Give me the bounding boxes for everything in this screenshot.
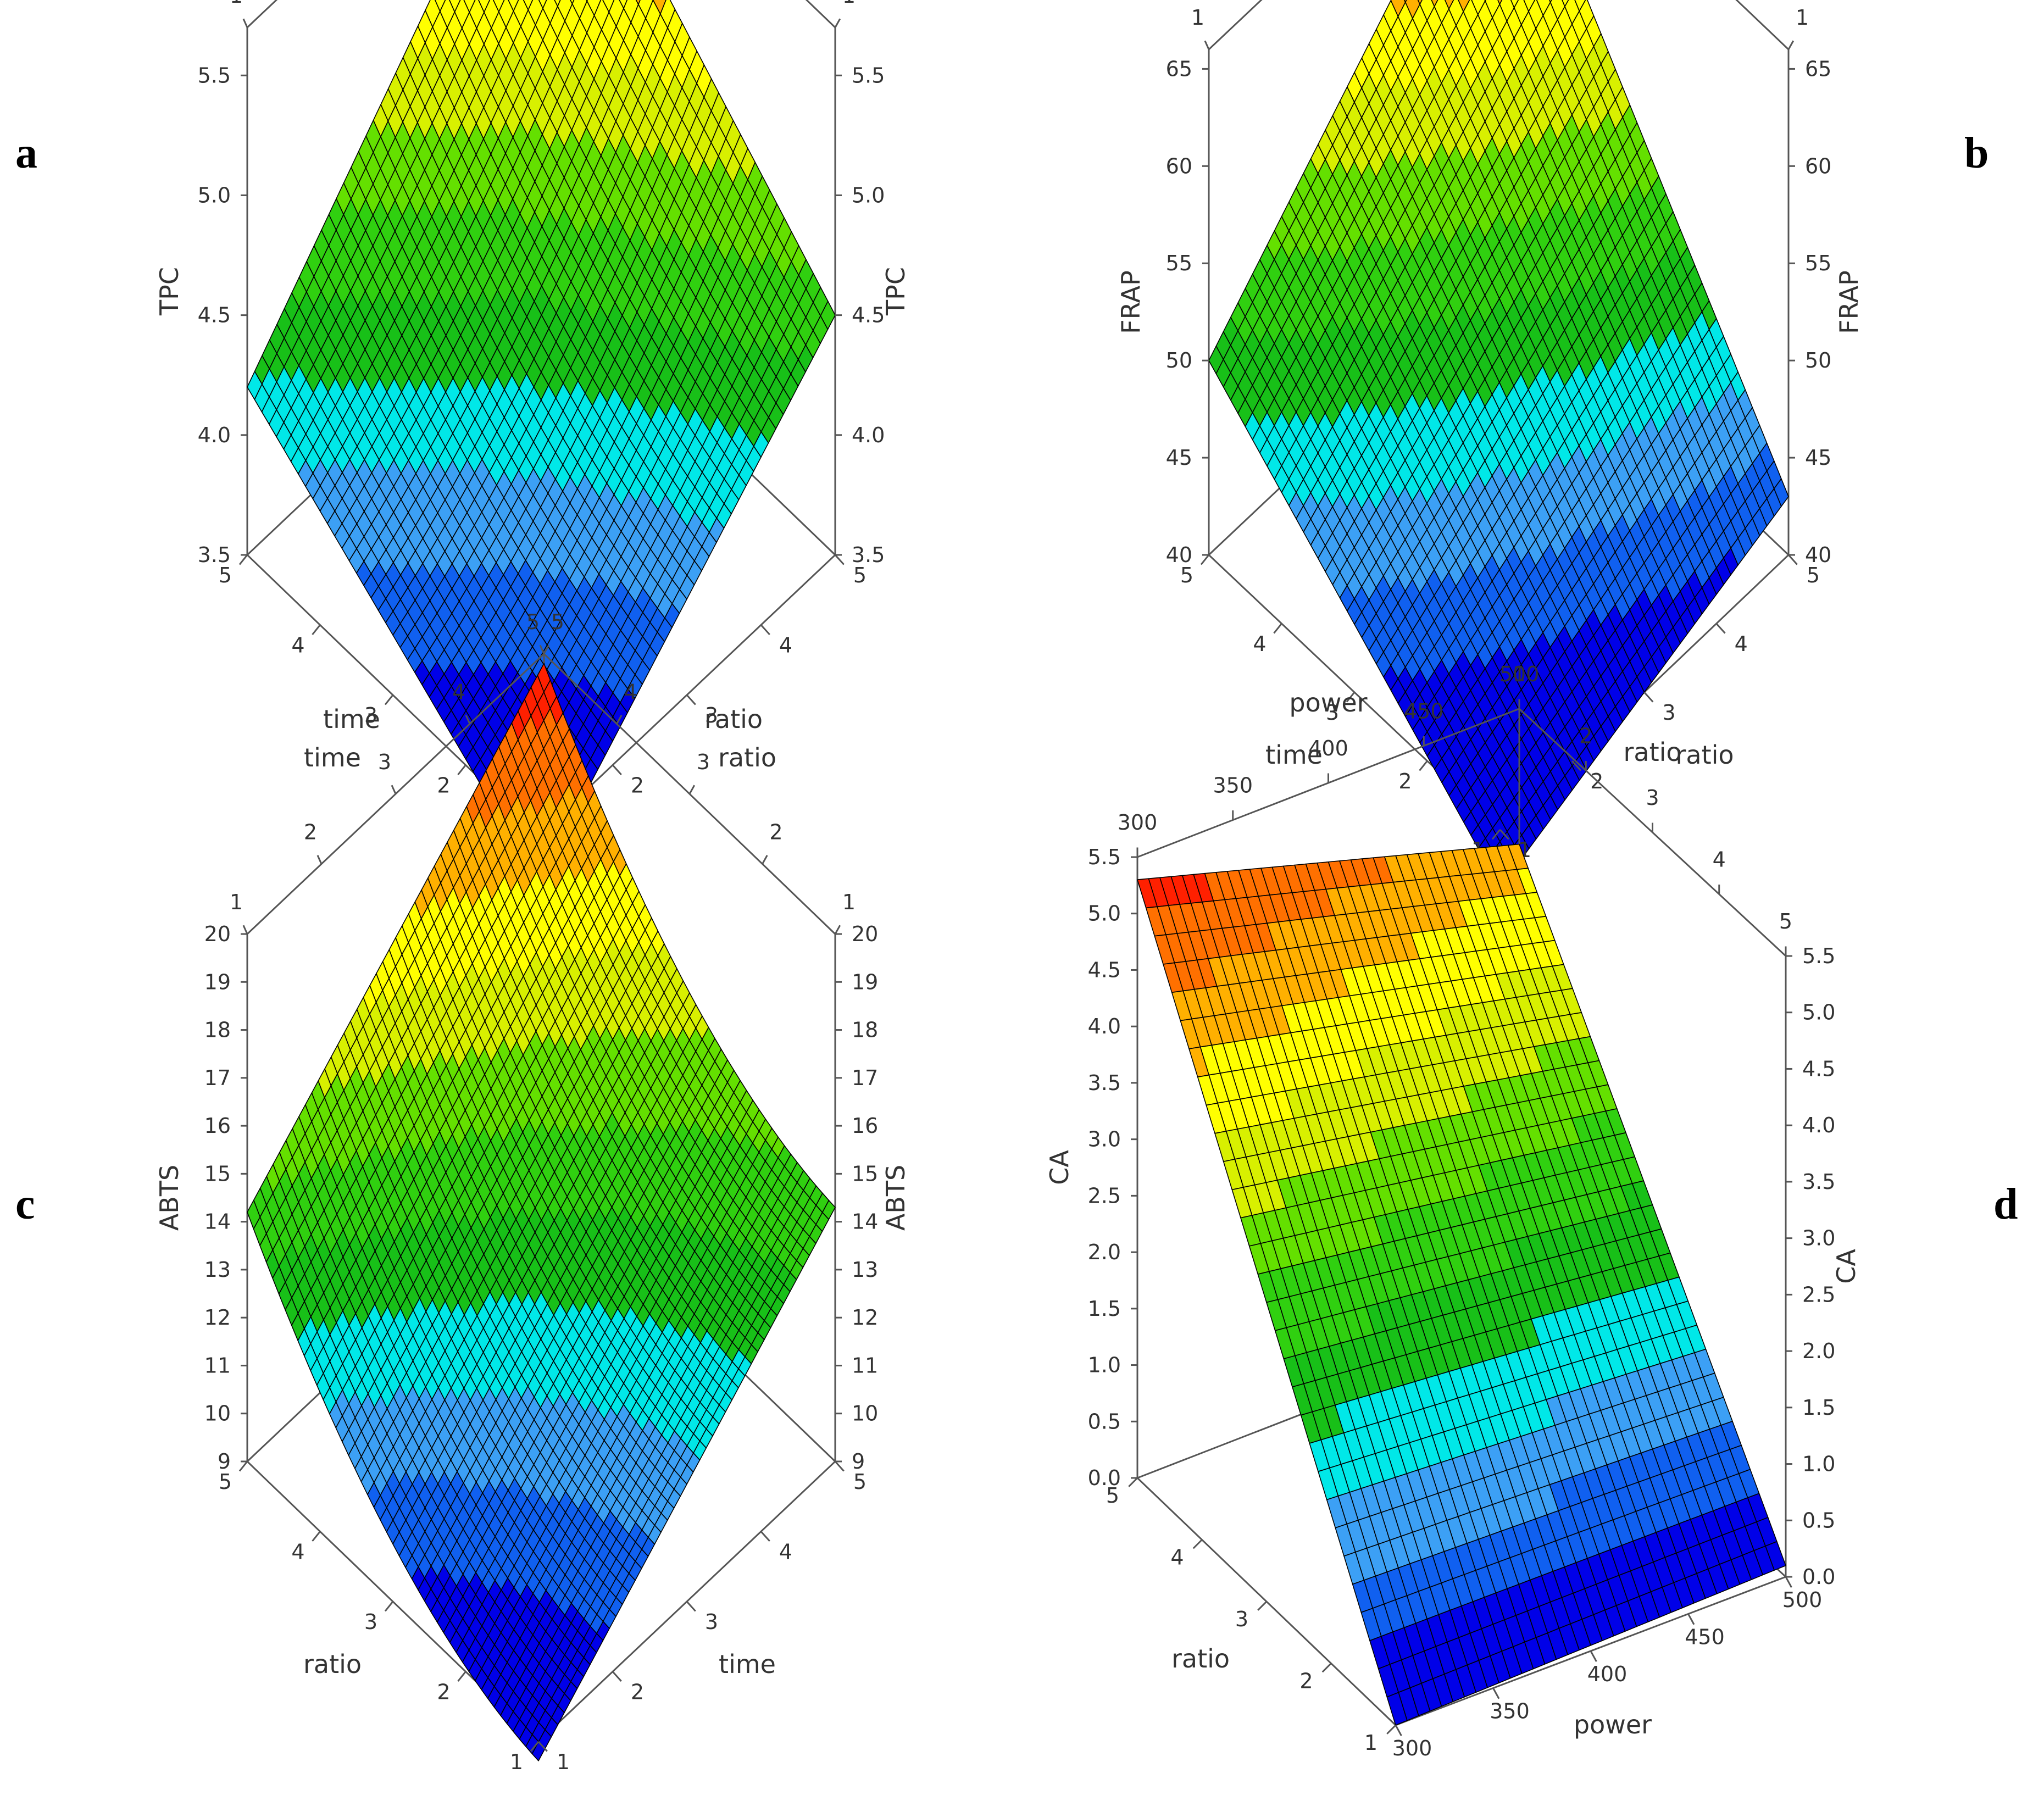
x-tick-mark [1200, 554, 1210, 565]
surface-mesh [247, 0, 836, 884]
y-tick-mark [1715, 622, 1726, 634]
y-tick-label: 4 [779, 633, 792, 658]
surface-cell [554, 0, 561, 7]
z-tick-label-right: 50 [1805, 348, 1831, 373]
x-tick-mark [384, 694, 394, 705]
axis-line-7 [1208, 0, 1263, 51]
panel-label-d: d [1993, 1180, 2018, 1229]
z-axis-title-right: TPC [881, 267, 910, 316]
x-tick-label: 2 [437, 774, 450, 798]
x-tick-mark [457, 764, 466, 775]
x-tick-label: 4 [1253, 632, 1266, 656]
x-back-tick-mark [1787, 40, 1795, 50]
x-tick-mark [238, 554, 248, 565]
z-tick-label-left: 40 [1166, 543, 1192, 567]
y-tick-label: 4 [1735, 632, 1748, 656]
z-axis-title-right: FRAP [1834, 270, 1864, 334]
x-tick-mark [1273, 623, 1282, 634]
surface-cell [523, 0, 534, 10]
y-back-tick-label: 1 [230, 0, 243, 8]
x-tick-mark [312, 624, 321, 635]
x-back-tick-mark [834, 18, 841, 28]
z-tick-label-left: 5.0 [198, 183, 231, 207]
y-tick-label: 3 [705, 703, 718, 727]
z-tick-label-left: 65 [1166, 57, 1192, 81]
x-back-tick-label: 1 [842, 0, 856, 8]
x-tick-mark [1419, 760, 1428, 771]
z-tick-label-left: 4.0 [198, 423, 231, 447]
x-axis-title: time [304, 743, 361, 772]
z-tick-label-right: 40 [1805, 543, 1831, 567]
y-tick-mark [686, 694, 696, 705]
surface-mesh [247, 663, 836, 1761]
z-axis-title-left: FRAP [1116, 270, 1146, 334]
panel-label-c: c [15, 1180, 35, 1229]
y-back-tick-mark [1204, 40, 1210, 50]
z-tick-label-left: 60 [1166, 154, 1192, 178]
z-tick-label-right: 5.5 [852, 63, 885, 87]
y-axis-title: ratio [1675, 740, 1734, 770]
surface-cell [1510, 0, 1519, 8]
surface-plot-b: 12345time12345ratio12345ratio12345time40… [1116, 0, 1864, 888]
z-tick-label-left: 45 [1166, 446, 1192, 470]
z-tick-label-left: 5.5 [198, 63, 231, 87]
x-tick-label: 4 [291, 633, 304, 658]
x-tick-label: 5 [219, 563, 232, 587]
y-back-tick-label: 1 [1191, 5, 1204, 30]
axis-line-8 [1735, 0, 1790, 51]
surface-plot-a: 12345time12345ratio12345ratio12345time3.… [154, 0, 910, 884]
surface-cell [538, 0, 547, 9]
x-tick-label: 3 [364, 703, 377, 727]
z-tick-label-right: 5.0 [852, 183, 885, 207]
y-tick-mark [612, 764, 622, 776]
z-tick-label-right: 60 [1805, 154, 1831, 178]
z-tick-label-left: 4.5 [198, 303, 231, 327]
y-tick-mark [834, 554, 845, 565]
y-tick-mark [1787, 554, 1798, 565]
panel-label-a: a [15, 129, 37, 177]
y-tick-mark [1643, 691, 1654, 703]
surface-cell [1562, 0, 1569, 7]
x-tick-label: 2 [1398, 769, 1412, 793]
surface-cell [1431, 0, 1438, 7]
y-tick-label: 2 [631, 774, 644, 798]
z-tick-label-left: 3.5 [198, 543, 231, 567]
z-tick-label-right: 65 [1805, 57, 1831, 81]
y-tick-label: 3 [1662, 701, 1675, 725]
z-tick-label-right: 4.0 [852, 423, 885, 447]
z-tick-label-left: 50 [1166, 348, 1192, 373]
z-tick-label-left: 55 [1166, 251, 1192, 275]
surface-plot-c: 12345ratio12345time12345time12345ratio91… [154, 610, 910, 1774]
surface-cell [1444, 0, 1454, 10]
z-tick-label-right: 45 [1805, 446, 1831, 470]
y-axis-title: ratio [718, 743, 776, 772]
z-axis-title-left: TPC [154, 267, 184, 316]
y-tick-label: 5 [853, 563, 867, 587]
y-back-tick-mark [242, 18, 248, 28]
x-back-tick-label: 1 [1796, 5, 1809, 30]
surface-mesh [1208, 0, 1789, 888]
z-tick-label-right: 4.5 [852, 303, 885, 327]
surface-cell [619, 0, 628, 9]
z-tick-label-right: 3.5 [852, 543, 885, 567]
z-tick-label-right: 55 [1805, 251, 1831, 275]
y-tick-mark [760, 624, 770, 636]
panel-label-b: b [1964, 129, 1989, 177]
